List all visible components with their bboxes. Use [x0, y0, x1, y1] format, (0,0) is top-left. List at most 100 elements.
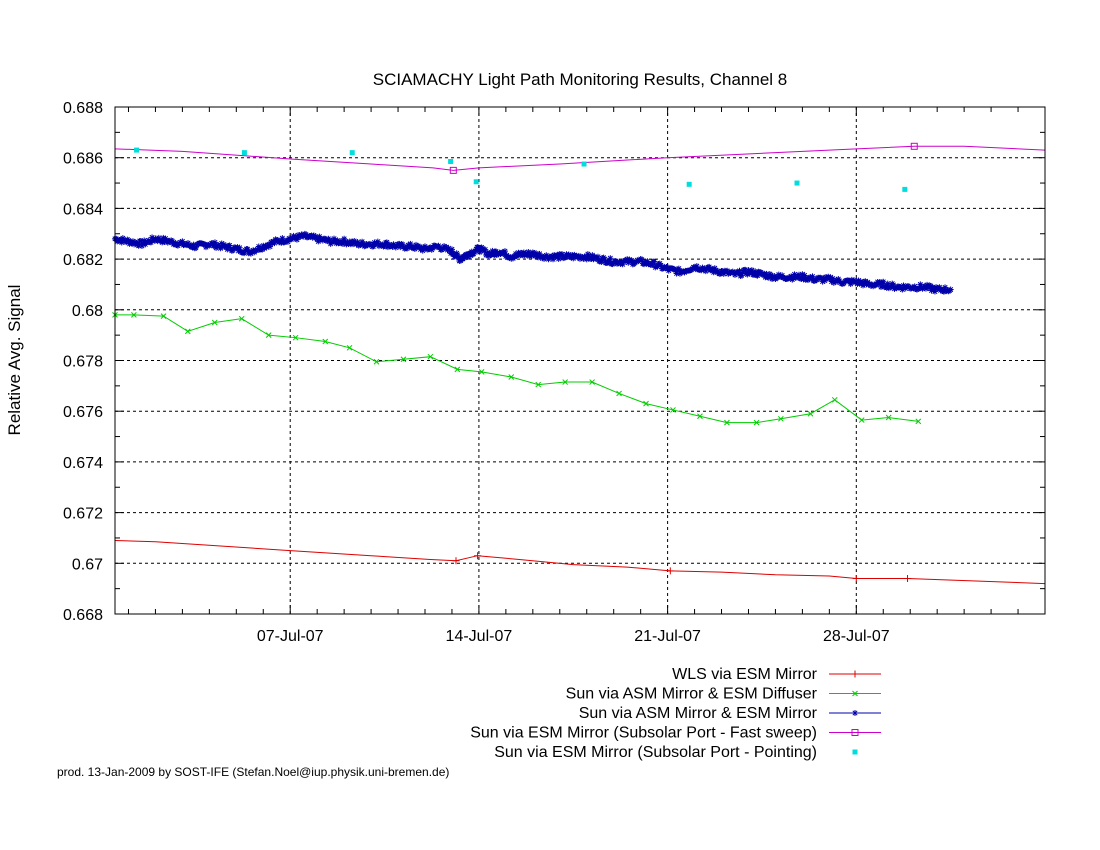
- data-point: [454, 366, 461, 373]
- data-point: [942, 284, 949, 291]
- data-point: [643, 400, 649, 407]
- data-point: [584, 251, 591, 258]
- data-point: [357, 241, 364, 248]
- data-point: [470, 250, 477, 257]
- data-point: [697, 413, 703, 420]
- data-point: [265, 241, 272, 248]
- data-point: [427, 244, 434, 251]
- y-tick-label: 0.686: [63, 151, 103, 168]
- data-point: [370, 243, 377, 250]
- data-point: [436, 244, 443, 251]
- data-point: [520, 249, 527, 256]
- data-point: [885, 414, 892, 421]
- data-point: [644, 258, 651, 265]
- data-point: [751, 271, 758, 278]
- data-point: [179, 238, 186, 245]
- series-0: [114, 539, 1046, 585]
- x-tick-label: 14-Jul-07: [446, 628, 513, 645]
- data-point: [686, 181, 692, 187]
- data-point: [448, 246, 455, 253]
- data-point: [580, 255, 587, 262]
- legend-label: Sun via ESM Mirror (Subsolar Port - Poin…: [494, 744, 817, 761]
- data-point: [834, 278, 841, 285]
- data-point: [373, 240, 380, 247]
- y-tick-label: 0.672: [63, 506, 103, 523]
- data-point: [765, 274, 772, 281]
- data-point: [444, 247, 451, 254]
- data-point: [754, 272, 761, 279]
- data-point: [235, 247, 242, 254]
- data-point: [261, 245, 268, 252]
- data-point: [858, 417, 865, 423]
- data-point: [241, 250, 248, 257]
- data-point: [820, 275, 827, 282]
- data-point: [453, 250, 460, 257]
- data-point: [915, 418, 922, 425]
- data-point: [263, 244, 270, 251]
- data-point: [407, 240, 414, 247]
- data-point: [490, 249, 497, 256]
- y-tick-label: 0.684: [63, 201, 103, 218]
- y-tick-label: 0.674: [63, 455, 103, 472]
- data-point: [654, 263, 661, 270]
- data-point: [160, 234, 167, 241]
- data-point: [884, 280, 891, 287]
- data-point: [568, 254, 575, 261]
- data-point: [164, 239, 171, 246]
- data-point: [350, 241, 357, 248]
- data-point: [598, 259, 605, 266]
- data-point: [666, 567, 674, 575]
- data-point: [798, 275, 805, 282]
- data-point: [331, 235, 338, 242]
- data-point: [559, 251, 566, 258]
- data-point: [151, 237, 158, 244]
- data-point: [717, 270, 724, 277]
- grid-layer: [115, 107, 1045, 614]
- data-point: [452, 557, 460, 565]
- data-point: [720, 270, 727, 277]
- data-point: [478, 369, 485, 375]
- data-point: [853, 278, 860, 285]
- data-point: [135, 242, 142, 249]
- data-point: [893, 285, 900, 292]
- data-point: [862, 278, 869, 285]
- data-point: [911, 283, 918, 290]
- data-point: [473, 179, 479, 185]
- data-point: [922, 285, 929, 292]
- data-point: [413, 241, 420, 248]
- data-point: [770, 275, 777, 282]
- data-point: [265, 332, 272, 339]
- data-point: [374, 238, 381, 245]
- data-point: [801, 272, 808, 279]
- data-point: [137, 238, 144, 245]
- data-point: [472, 248, 479, 255]
- data-point: [528, 252, 535, 259]
- data-point: [767, 272, 774, 279]
- data-point: [827, 274, 834, 281]
- data-point: [342, 238, 349, 245]
- data-point: [940, 288, 947, 295]
- data-point: [334, 237, 341, 244]
- data-point: [709, 266, 716, 273]
- data-point: [348, 238, 355, 245]
- data-point: [118, 239, 125, 246]
- data-point: [858, 279, 865, 286]
- data-point: [373, 358, 380, 365]
- data-point: [711, 265, 718, 272]
- data-point: [211, 319, 218, 326]
- data-point: [936, 284, 943, 291]
- legend-label: WLS via ESM Mirror: [672, 666, 818, 683]
- data-point: [545, 256, 552, 263]
- data-point: [160, 313, 167, 319]
- data-point: [416, 243, 423, 250]
- data-point: [360, 240, 367, 247]
- series-2: [112, 230, 954, 295]
- data-point: [341, 235, 348, 242]
- data-point: [354, 239, 361, 246]
- data-point: [201, 241, 208, 248]
- data-point: [284, 238, 291, 245]
- x-tick-label: 28-Jul-07: [823, 628, 890, 645]
- data-point: [555, 255, 562, 262]
- y-tick-label: 0.688: [63, 100, 103, 117]
